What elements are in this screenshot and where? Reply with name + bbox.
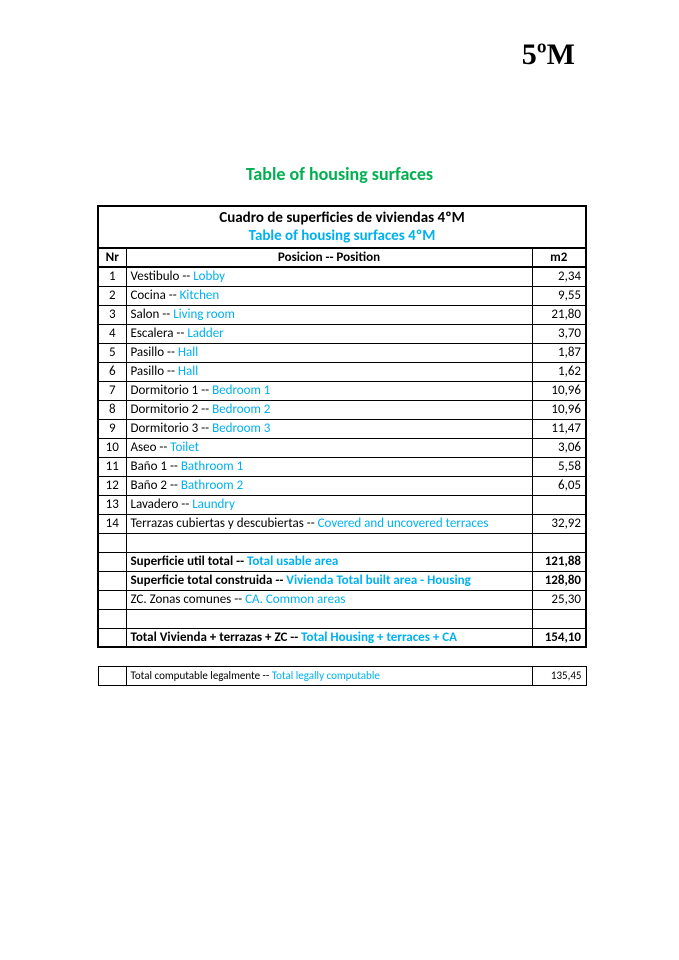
- header-nr: Nr: [98, 248, 126, 267]
- summary-row: Superficie util total -- Total usable ar…: [98, 552, 586, 571]
- footer-row: Total computable legalmente -- Total leg…: [98, 666, 586, 685]
- row-m2: 10,96: [532, 400, 586, 419]
- header-pos: Posicion -- Position: [126, 248, 532, 267]
- row-nr: 12: [98, 476, 126, 495]
- row-nr: 7: [98, 381, 126, 400]
- row-pos: Baño 1 -- Bathroom 1: [126, 457, 532, 476]
- row-m2: 3,06: [532, 438, 586, 457]
- table-container: Cuadro de superficies de viviendas 4ºM T…: [97, 205, 587, 686]
- footer-label: Total computable legalmente -- Total leg…: [126, 666, 532, 685]
- table-row: 3Salon -- Living room21,80: [98, 305, 586, 324]
- table-title-row: Cuadro de superficies de viviendas 4ºM: [98, 206, 586, 227]
- row-pos: Escalera -- Ladder: [126, 324, 532, 343]
- summary-row: Superficie total construida -- Vivienda …: [98, 571, 586, 590]
- row-m2: 11,47: [532, 419, 586, 438]
- gap-row: [98, 647, 586, 666]
- row-nr: 6: [98, 362, 126, 381]
- row-pos: Pasillo -- Hall: [126, 362, 532, 381]
- row-m2: 1,87: [532, 343, 586, 362]
- row-pos: Baño 2 -- Bathroom 2: [126, 476, 532, 495]
- row-nr: 4: [98, 324, 126, 343]
- summary-label: Superficie util total -- Total usable ar…: [126, 552, 532, 571]
- summary-label: ZC. Zonas comunes -- CA. Common areas: [126, 590, 532, 609]
- blank-row-2: [98, 609, 586, 628]
- row-nr: 3: [98, 305, 126, 324]
- row-m2: 10,96: [532, 381, 586, 400]
- summary-value: 121,88: [532, 552, 586, 571]
- row-pos: Dormitorio 3 -- Bedroom 3: [126, 419, 532, 438]
- table-title-en: Table of housing surfaces 4ºM: [98, 227, 586, 248]
- row-m2: 5,58: [532, 457, 586, 476]
- row-nr: 2: [98, 286, 126, 305]
- summary-value: 25,30: [532, 590, 586, 609]
- total-label: Total Vivienda + terrazas + ZC -- Total …: [126, 628, 532, 647]
- row-pos: Cocina -- Kitchen: [126, 286, 532, 305]
- header-m2: m2: [532, 248, 586, 267]
- row-m2: 6,05: [532, 476, 586, 495]
- table-title-es: Cuadro de superficies de viviendas 4ºM: [98, 206, 586, 227]
- row-pos: Salon -- Living room: [126, 305, 532, 324]
- total-row: Total Vivienda + terrazas + ZC -- Total …: [98, 628, 586, 647]
- row-pos: Dormitorio 2 -- Bedroom 2: [126, 400, 532, 419]
- row-m2: 1,62: [532, 362, 586, 381]
- row-m2: 9,55: [532, 286, 586, 305]
- row-m2: 32,92: [532, 514, 586, 533]
- table-row: 7Dormitorio 1 -- Bedroom 110,96: [98, 381, 586, 400]
- row-pos: Aseo -- Toilet: [126, 438, 532, 457]
- row-m2: 21,80: [532, 305, 586, 324]
- table-row: 4Escalera -- Ladder3,70: [98, 324, 586, 343]
- table-row: 1Vestibulo -- Lobby2,34: [98, 267, 586, 286]
- summary-label: Superficie total construida -- Vivienda …: [126, 571, 532, 590]
- row-nr: 1: [98, 267, 126, 286]
- row-nr: 10: [98, 438, 126, 457]
- row-nr: 5: [98, 343, 126, 362]
- table-row: 11Baño 1 -- Bathroom 15,58: [98, 457, 586, 476]
- summary-row: ZC. Zonas comunes -- CA. Common areas25,…: [98, 590, 586, 609]
- row-pos: Vestibulo -- Lobby: [126, 267, 532, 286]
- page-header: 5ºM: [522, 38, 575, 72]
- table-row: 5Pasillo -- Hall1,87: [98, 343, 586, 362]
- row-nr: 14: [98, 514, 126, 533]
- surfaces-table: Cuadro de superficies de viviendas 4ºM T…: [97, 205, 587, 686]
- table-row: 8Dormitorio 2 -- Bedroom 210,96: [98, 400, 586, 419]
- table-row: 2Cocina -- Kitchen9,55: [98, 286, 586, 305]
- main-title: Table of housing surfaces: [0, 163, 679, 185]
- summary-nr: [98, 571, 126, 590]
- total-value: 154,10: [532, 628, 586, 647]
- table-header-row: Nr Posicion -- Position m2: [98, 248, 586, 267]
- table-row: 13Lavadero -- Laundry: [98, 495, 586, 514]
- row-m2: 3,70: [532, 324, 586, 343]
- table-row: 12Baño 2 -- Bathroom 26,05: [98, 476, 586, 495]
- blank-row: [98, 533, 586, 552]
- row-m2: [532, 495, 586, 514]
- table-row: 6Pasillo -- Hall1,62: [98, 362, 586, 381]
- summary-nr: [98, 590, 126, 609]
- row-pos: Terrazas cubiertas y descubiertas -- Cov…: [126, 514, 532, 533]
- table-row: 10Aseo -- Toilet3,06: [98, 438, 586, 457]
- table-subtitle-row: Table of housing surfaces 4ºM: [98, 227, 586, 248]
- table-row: 9Dormitorio 3 -- Bedroom 311,47: [98, 419, 586, 438]
- row-pos: Lavadero -- Laundry: [126, 495, 532, 514]
- summary-value: 128,80: [532, 571, 586, 590]
- row-nr: 11: [98, 457, 126, 476]
- row-pos: Dormitorio 1 -- Bedroom 1: [126, 381, 532, 400]
- row-nr: 8: [98, 400, 126, 419]
- table-row: 14Terrazas cubiertas y descubiertas -- C…: [98, 514, 586, 533]
- footer-value: 135,45: [532, 666, 586, 685]
- row-pos: Pasillo -- Hall: [126, 343, 532, 362]
- row-nr: 9: [98, 419, 126, 438]
- row-nr: 13: [98, 495, 126, 514]
- summary-nr: [98, 552, 126, 571]
- row-m2: 2,34: [532, 267, 586, 286]
